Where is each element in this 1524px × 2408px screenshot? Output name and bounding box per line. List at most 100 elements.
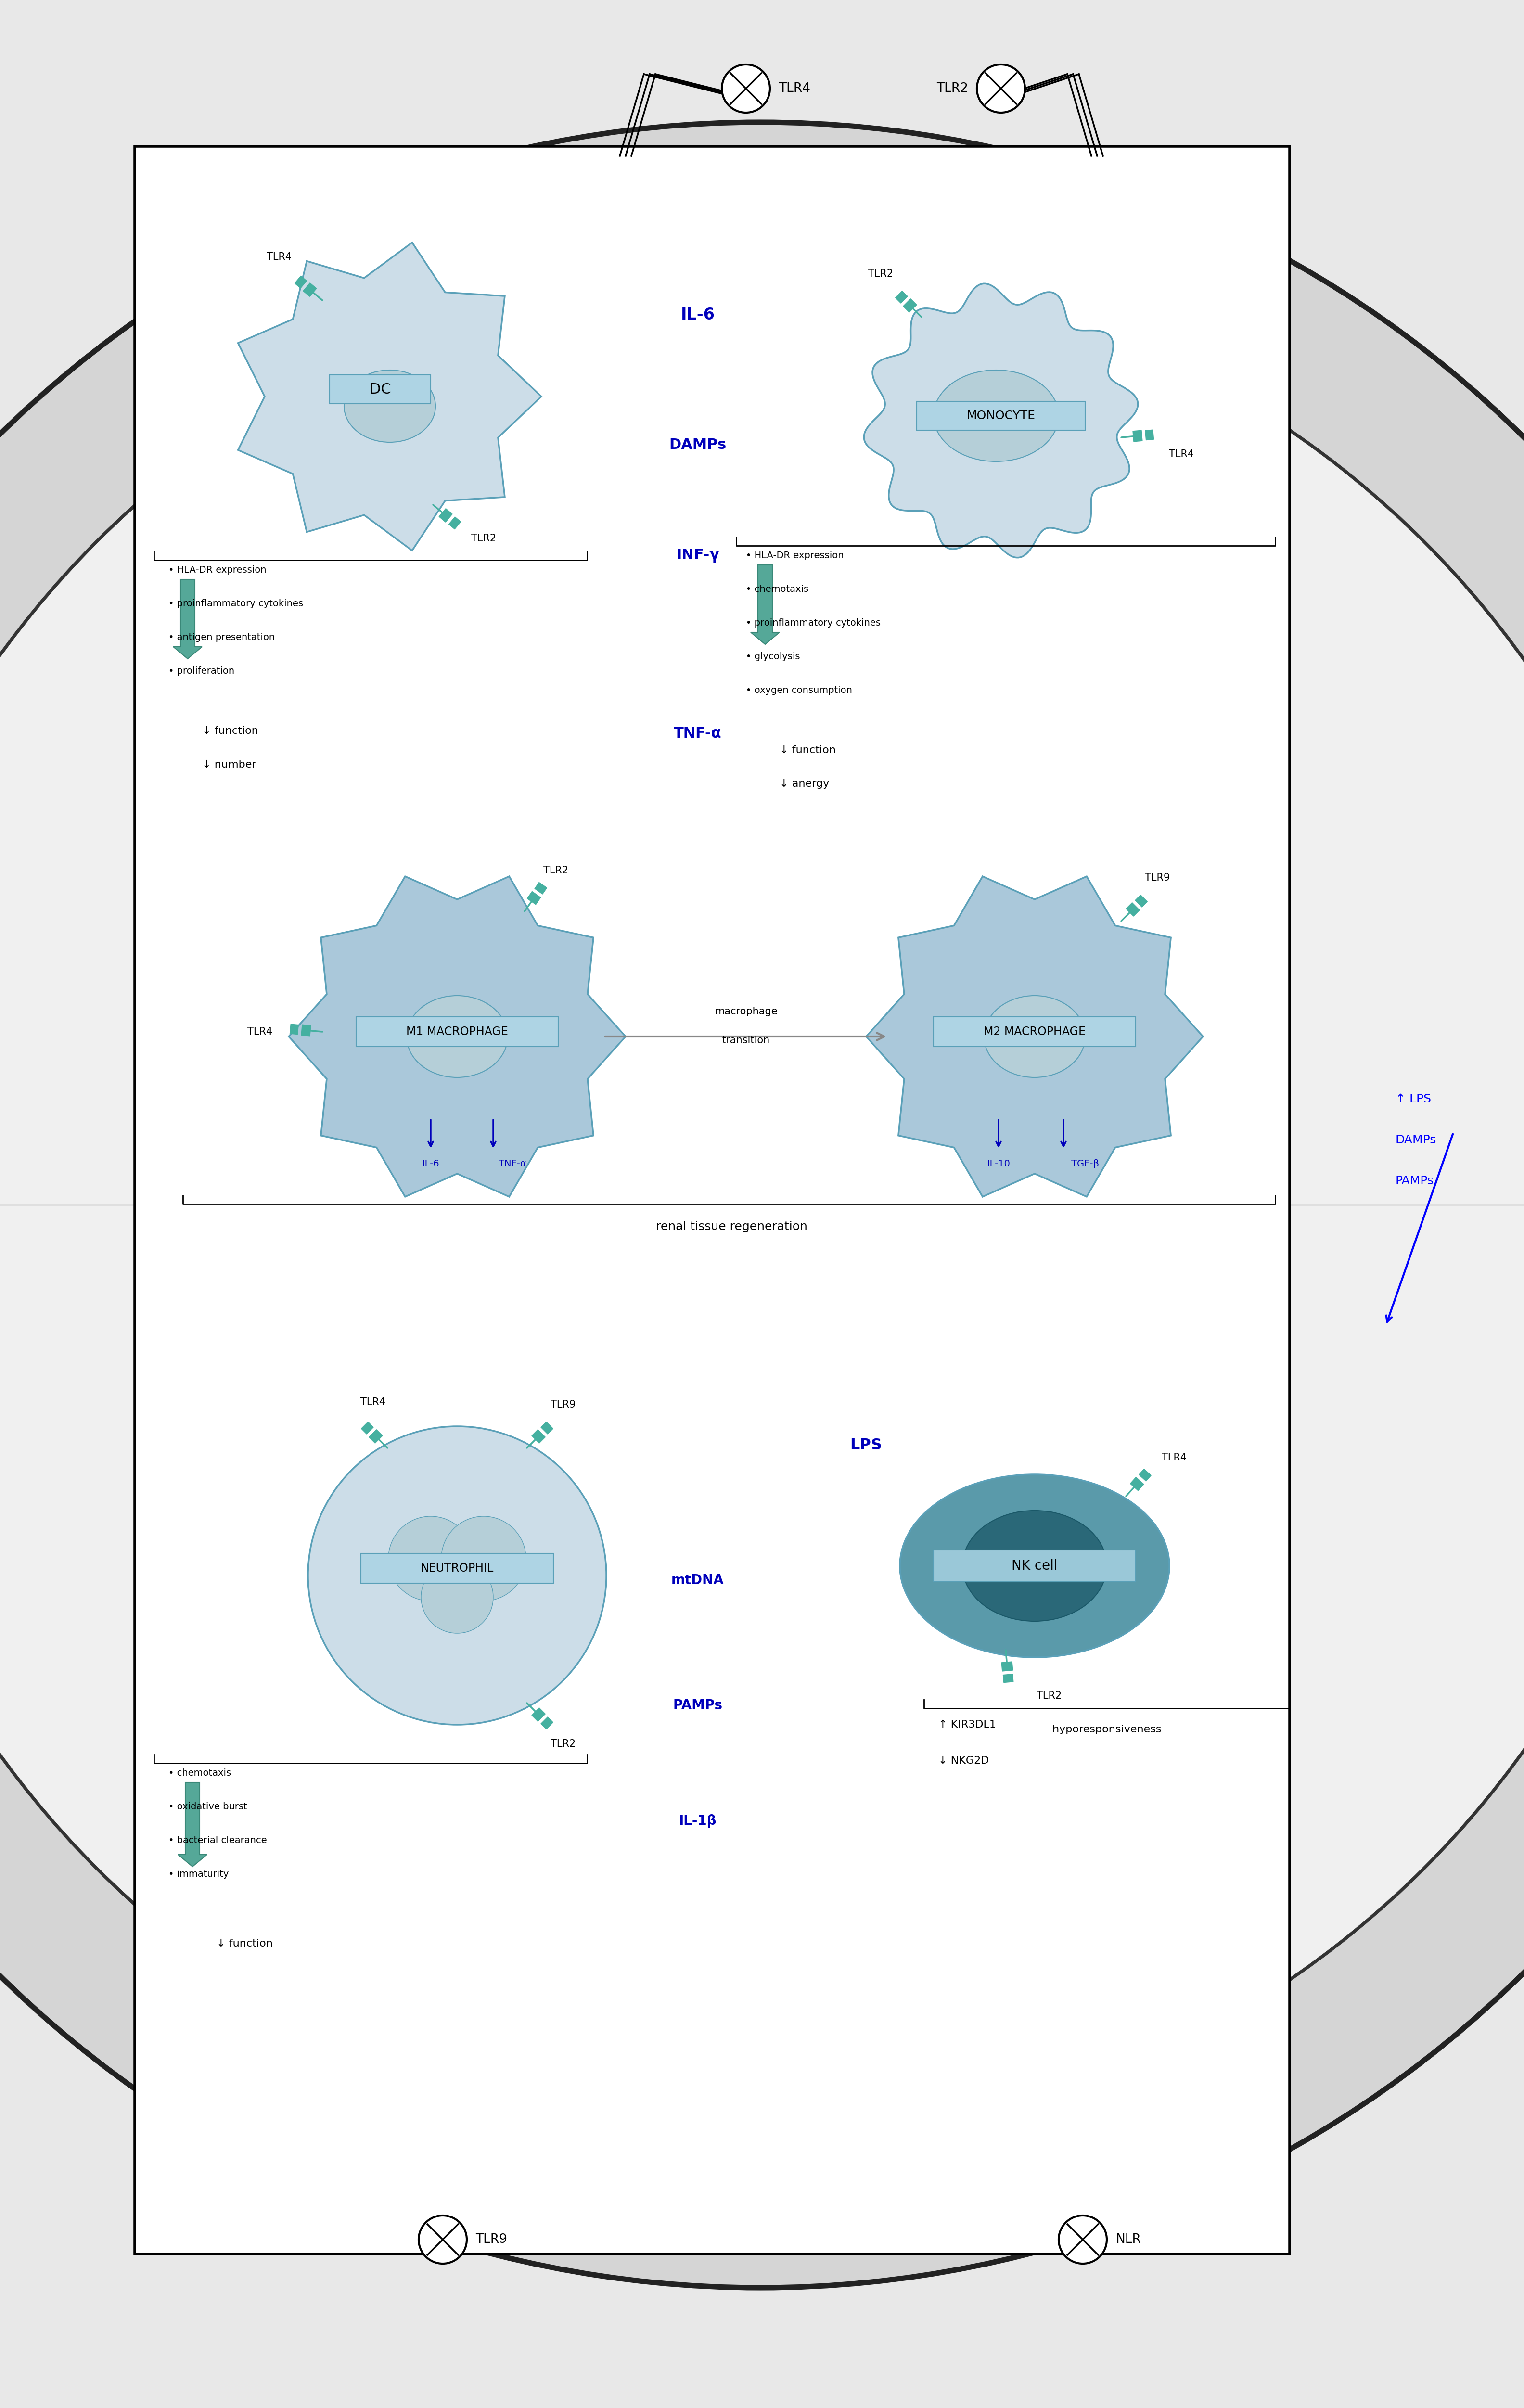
Text: IL-6: IL-6 bbox=[422, 1161, 439, 1168]
Polygon shape bbox=[1131, 1476, 1145, 1491]
Text: ↑ LPS: ↑ LPS bbox=[1396, 1093, 1431, 1105]
Circle shape bbox=[442, 1517, 526, 1601]
Polygon shape bbox=[532, 1430, 546, 1442]
Text: TLR4: TLR4 bbox=[1161, 1452, 1187, 1462]
Text: TLR4: TLR4 bbox=[1169, 450, 1193, 460]
Circle shape bbox=[703, 1146, 818, 1262]
Polygon shape bbox=[904, 299, 917, 313]
Polygon shape bbox=[535, 881, 547, 893]
Text: PAMPs: PAMPs bbox=[674, 1698, 722, 1712]
Ellipse shape bbox=[407, 995, 507, 1076]
Text: TLR9: TLR9 bbox=[550, 1399, 576, 1409]
FancyArrow shape bbox=[174, 580, 203, 660]
Text: NEUTROPHIL: NEUTROPHIL bbox=[421, 1563, 494, 1575]
Text: IL-1β: IL-1β bbox=[678, 1813, 716, 1828]
Polygon shape bbox=[532, 1707, 546, 1722]
FancyBboxPatch shape bbox=[934, 1016, 1135, 1047]
Polygon shape bbox=[1138, 1469, 1151, 1481]
Polygon shape bbox=[541, 1717, 553, 1729]
Text: hyporesponsiveness: hyporesponsiveness bbox=[1052, 1724, 1161, 1734]
Circle shape bbox=[722, 65, 770, 113]
Text: M1 MACROPHAGE: M1 MACROPHAGE bbox=[407, 1026, 507, 1038]
Polygon shape bbox=[288, 877, 625, 1197]
Polygon shape bbox=[864, 284, 1138, 559]
Ellipse shape bbox=[344, 371, 436, 443]
Circle shape bbox=[0, 123, 1524, 2288]
Text: ↓ NKG2D: ↓ NKG2D bbox=[939, 1755, 989, 1765]
Text: TLR4: TLR4 bbox=[267, 253, 291, 262]
Text: mtDNA: mtDNA bbox=[672, 1572, 724, 1587]
FancyBboxPatch shape bbox=[357, 1016, 558, 1047]
Text: TLR2: TLR2 bbox=[1036, 1690, 1062, 1700]
Ellipse shape bbox=[934, 371, 1059, 462]
Text: MONOCYTE: MONOCYTE bbox=[966, 409, 1035, 421]
Polygon shape bbox=[294, 277, 306, 289]
FancyBboxPatch shape bbox=[134, 147, 1289, 2254]
Polygon shape bbox=[541, 1421, 553, 1435]
FancyBboxPatch shape bbox=[934, 1551, 1135, 1582]
FancyBboxPatch shape bbox=[361, 1553, 553, 1582]
Polygon shape bbox=[1003, 1674, 1013, 1683]
Text: ↓ function: ↓ function bbox=[203, 727, 259, 737]
Text: LPS: LPS bbox=[850, 1438, 882, 1452]
Text: • oxygen consumption: • oxygen consumption bbox=[745, 686, 852, 694]
Text: • proinflammatory cytokines: • proinflammatory cytokines bbox=[745, 619, 881, 626]
Text: TLR2: TLR2 bbox=[471, 535, 497, 544]
Polygon shape bbox=[290, 1023, 299, 1035]
Text: TLR2: TLR2 bbox=[869, 270, 893, 279]
Text: macrophage: macrophage bbox=[715, 1007, 777, 1016]
Text: • oxidative burst: • oxidative burst bbox=[169, 1801, 247, 1811]
Text: • glycolysis: • glycolysis bbox=[745, 653, 800, 660]
Circle shape bbox=[389, 1517, 472, 1601]
Polygon shape bbox=[302, 1026, 311, 1035]
Text: TLR2: TLR2 bbox=[543, 867, 568, 877]
Polygon shape bbox=[527, 891, 541, 905]
Polygon shape bbox=[1135, 896, 1148, 908]
Polygon shape bbox=[369, 1430, 383, 1442]
Text: M2 MACROPHAGE: M2 MACROPHAGE bbox=[983, 1026, 1085, 1038]
Polygon shape bbox=[439, 508, 453, 523]
Circle shape bbox=[0, 267, 1524, 2143]
Text: ↓ anergy: ↓ anergy bbox=[780, 780, 829, 790]
Text: TLR4: TLR4 bbox=[360, 1397, 386, 1406]
Circle shape bbox=[308, 1426, 607, 1724]
Text: ↓ function: ↓ function bbox=[216, 1938, 273, 1948]
Polygon shape bbox=[303, 282, 317, 296]
Polygon shape bbox=[1145, 429, 1154, 441]
Text: IL-6: IL-6 bbox=[681, 306, 715, 323]
Text: • bacterial clearance: • bacterial clearance bbox=[169, 1835, 267, 1845]
Text: ↓ function: ↓ function bbox=[780, 746, 835, 756]
Text: TLR2: TLR2 bbox=[550, 1739, 576, 1748]
Text: renal tissue regeneration: renal tissue regeneration bbox=[655, 1221, 808, 1233]
Text: IL-10: IL-10 bbox=[988, 1161, 1010, 1168]
Polygon shape bbox=[448, 518, 460, 530]
Text: TLR4: TLR4 bbox=[247, 1026, 273, 1035]
Text: • antigen presentation: • antigen presentation bbox=[169, 633, 274, 641]
Circle shape bbox=[977, 65, 1026, 113]
Ellipse shape bbox=[985, 995, 1085, 1076]
Text: TNF-α: TNF-α bbox=[498, 1161, 526, 1168]
Polygon shape bbox=[238, 243, 541, 551]
Text: TNF-α: TNF-α bbox=[674, 727, 722, 739]
Polygon shape bbox=[1126, 903, 1140, 917]
Text: ↑ KIR3DL1: ↑ KIR3DL1 bbox=[939, 1719, 997, 1729]
Polygon shape bbox=[896, 291, 908, 303]
Text: • immaturity: • immaturity bbox=[169, 1869, 229, 1878]
Circle shape bbox=[421, 1560, 494, 1633]
Text: • chemotaxis: • chemotaxis bbox=[169, 1767, 232, 1777]
Circle shape bbox=[419, 2215, 466, 2264]
Text: INF-γ: INF-γ bbox=[677, 549, 719, 563]
FancyArrow shape bbox=[178, 1782, 207, 1866]
Text: • proinflammatory cytokines: • proinflammatory cytokines bbox=[169, 600, 303, 607]
Text: • HLA-DR expression: • HLA-DR expression bbox=[745, 551, 844, 561]
Text: • proliferation: • proliferation bbox=[169, 667, 235, 674]
Polygon shape bbox=[1132, 431, 1143, 441]
Text: PAMPs: PAMPs bbox=[1396, 1175, 1434, 1187]
Text: DAMPs: DAMPs bbox=[669, 438, 727, 453]
Text: ↓ number: ↓ number bbox=[203, 761, 256, 771]
FancyBboxPatch shape bbox=[329, 376, 431, 405]
Text: TLR9: TLR9 bbox=[1145, 874, 1170, 884]
Circle shape bbox=[328, 773, 1193, 1637]
Text: TLR2: TLR2 bbox=[936, 82, 968, 94]
FancyBboxPatch shape bbox=[917, 402, 1085, 431]
